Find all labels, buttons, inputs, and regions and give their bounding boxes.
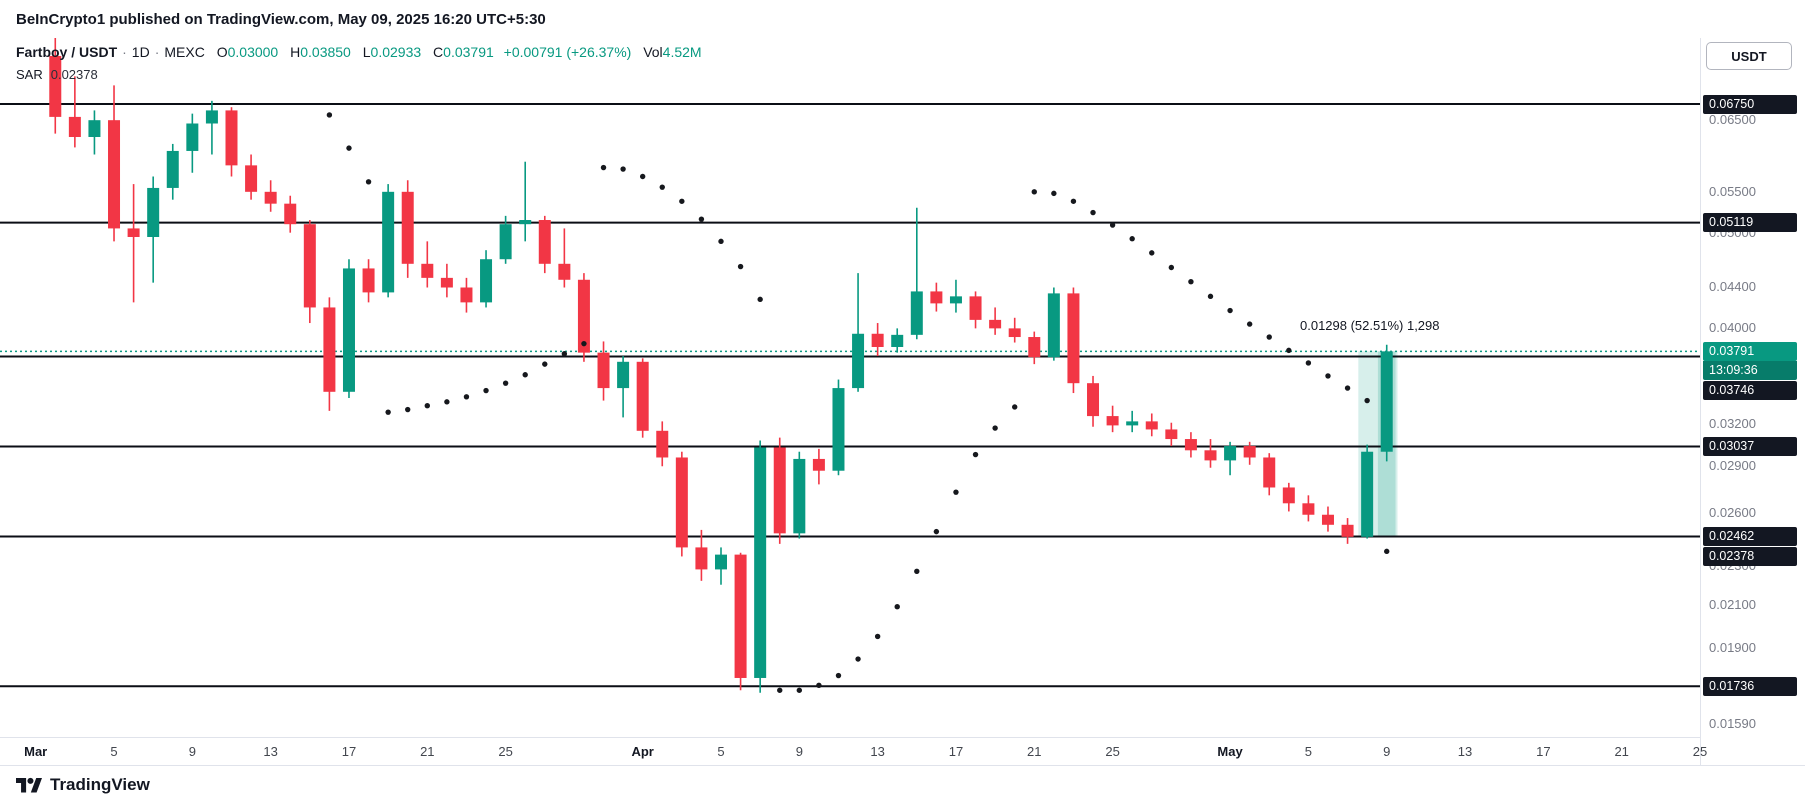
level-price-badge: 0.06750 [1703, 94, 1797, 114]
time-tick-label: 13 [263, 744, 278, 759]
currency-toggle-button[interactable]: USDT [1706, 42, 1792, 70]
level-price-badge: 0.03037 [1703, 436, 1797, 456]
time-tick-label: 5 [110, 744, 118, 759]
time-tick-label: 9 [188, 744, 196, 759]
volume-label: Vol [643, 44, 663, 60]
sar-dots [326, 112, 1390, 693]
time-tick-label: 5 [717, 744, 725, 759]
open-label: O [216, 44, 228, 60]
time-tick-label: 21 [420, 744, 435, 759]
time-tick-label: Mar [24, 744, 48, 759]
sar-indicator-label: SAR [16, 67, 43, 82]
last-price-badge: 0.03791 13:09:36 [1703, 341, 1797, 380]
sar-indicator-value: 0.02378 [50, 67, 98, 82]
price-tick-label: 0.02600 [1709, 505, 1756, 521]
price-tick-label: 0.01900 [1709, 639, 1756, 655]
time-tick-label: 13 [870, 744, 885, 759]
symbol-title: Fartboy / USDT [16, 44, 118, 60]
low-value: 0.02933 [370, 44, 422, 60]
chart-legend: Fartboy / USDT · 1D · MEXC O0.03000 H0.03850… [16, 42, 702, 85]
price-tick-label: 0.05500 [1709, 183, 1756, 199]
tradingview-logo-icon[interactable] [16, 774, 42, 795]
change-value: +0.00791 (+26.37%) [503, 44, 632, 60]
time-tick-label: 9 [795, 744, 803, 759]
price-axis[interactable]: 0.06500 0.05500 0.05000 0.04400 0.04000 0.032… [1700, 38, 1805, 765]
time-tick-label: 17 [1536, 744, 1551, 759]
level-price-badge: 0.03746 [1703, 380, 1797, 400]
open-value: 0.03000 [227, 44, 279, 60]
time-tick-label: 9 [1383, 744, 1391, 759]
price-tick-label: 0.04400 [1709, 279, 1756, 295]
byline: BeInCrypto1 published on TradingView.com… [0, 0, 1805, 38]
time-tick-label: 13 [1457, 744, 1473, 759]
time-tick-label: 17 [341, 744, 357, 759]
price-tick-label: 0.02100 [1709, 596, 1756, 612]
high-label: H [290, 44, 301, 60]
level-price-badge: 0.02462 [1703, 526, 1797, 546]
legend-separator: · [122, 44, 127, 60]
candlestick-series [49, 38, 1393, 693]
time-tick-label: 25 [1105, 744, 1120, 759]
indicator-row: SAR 0.02378 [16, 64, 702, 85]
low-label: L [362, 44, 371, 60]
footer-bar: TradingView [0, 765, 1805, 803]
time-tick-label: 25 [498, 744, 513, 759]
price-tick-label: 0.06500 [1709, 112, 1756, 128]
time-tick-label: 25 [1692, 744, 1708, 759]
time-tick-label: 17 [948, 744, 964, 759]
close-value: 0.03791 [443, 44, 494, 60]
close-label: C [433, 44, 444, 60]
exchange-label: MEXC [164, 44, 205, 60]
legend-separator: · [154, 44, 160, 60]
bar-countdown: 13:09:36 [1703, 360, 1797, 380]
level-price-badge: 0.01736 [1703, 676, 1797, 696]
time-tick-label: 5 [1304, 744, 1313, 759]
time-tick-label: 21 [1027, 744, 1042, 759]
high-value: 0.03850 [300, 44, 351, 60]
byline-text: BeInCrypto1 published on TradingView.com… [16, 10, 546, 28]
level-price-badge: 0.05119 [1703, 213, 1797, 233]
price-tick-label: 0.01590 [1709, 715, 1756, 731]
price-tick-label: 0.04000 [1709, 320, 1756, 336]
legend-main-row: Fartboy / USDT · 1D · MEXC O0.03000 H0.03850… [16, 42, 702, 63]
time-tick-label: 21 [1614, 744, 1629, 759]
sar-price-badge: 0.02378 [1703, 546, 1797, 566]
interval-label: 1D [131, 44, 150, 60]
volume-value: 4.52M [662, 44, 702, 60]
time-axis[interactable]: Mar 5 9 13 17 21 25 Apr 5 9 13 17 21 25 May 5 9 13 17 21 25 [0, 737, 1707, 766]
price-range-annotation: 0.01298 (52.51%) 1,298 [1300, 318, 1440, 333]
price-tick-label: 0.03200 [1709, 416, 1756, 432]
tradingview-wordmark[interactable]: TradingView [50, 774, 150, 794]
price-tick-label: 0.02900 [1709, 458, 1756, 474]
time-tick-label: May [1217, 744, 1243, 759]
time-tick-label: Apr [631, 744, 654, 759]
plot-area [0, 38, 1700, 693]
